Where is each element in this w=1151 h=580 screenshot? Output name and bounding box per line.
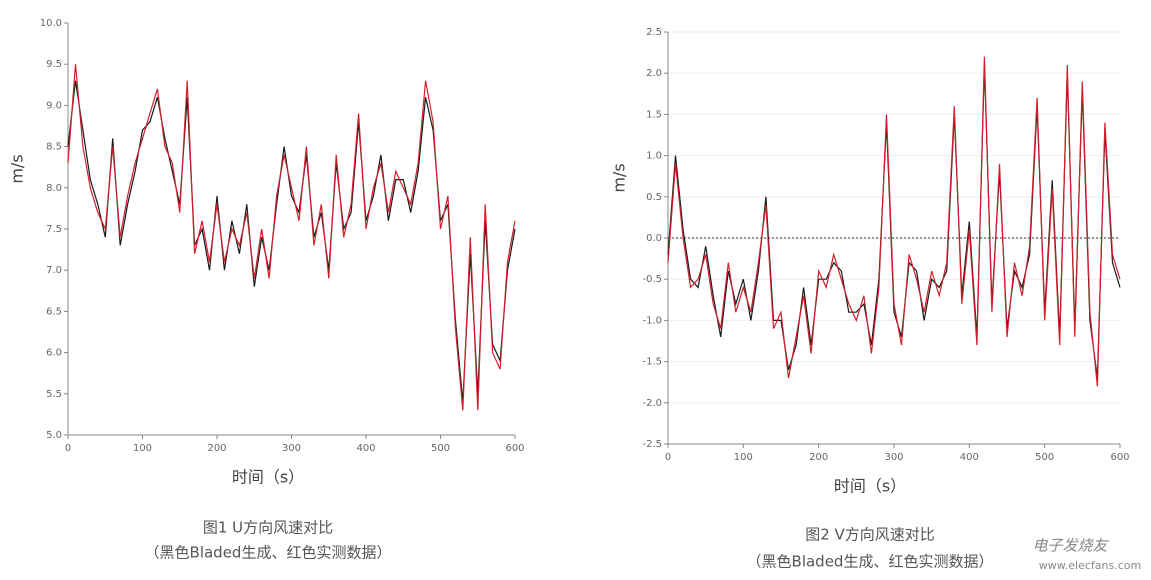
- x-tick-label: 300: [282, 443, 301, 454]
- x-tick-label: 100: [734, 452, 753, 463]
- y-tick-label: -2.0: [642, 398, 662, 409]
- series-line: [667, 64, 1121, 379]
- x-tick-label: 400: [356, 443, 375, 454]
- y-tick-label: 2.0: [646, 68, 662, 79]
- x-tick-label: 500: [431, 443, 450, 454]
- y-tick-label: -1.5: [642, 357, 662, 368]
- x-tick-label: 100: [133, 443, 152, 454]
- x-tick-label: 500: [1035, 452, 1054, 463]
- x-tick-label: 600: [505, 443, 524, 454]
- y-tick-label: 9.5: [46, 59, 62, 70]
- x-axis-label: 时间（s）: [232, 468, 304, 487]
- caption: 图2 V方向风速对比: [805, 526, 935, 544]
- y-tick-label: 10.0: [40, 18, 62, 29]
- y-tick-label: 8.5: [46, 142, 62, 153]
- y-axis-label: m/s: [8, 154, 27, 183]
- y-tick-label: -1.0: [642, 315, 662, 326]
- y-tick-label: 6.0: [46, 348, 62, 359]
- watermark-url: www.elecfans.com: [1039, 559, 1141, 572]
- x-tick-label: 600: [1110, 452, 1129, 463]
- y-tick-label: 6.5: [46, 306, 62, 317]
- x-axis-label: 时间（s）: [834, 477, 906, 496]
- caption: 图1 U方向风速对比: [203, 519, 333, 537]
- caption: （黑色Bladed生成、红色实测数据）: [145, 544, 392, 562]
- x-tick-label: 0: [665, 452, 671, 463]
- x-tick-label: 0: [65, 443, 71, 454]
- caption: （黑色Bladed生成、红色实测数据）: [747, 553, 994, 571]
- series-line: [667, 56, 1121, 387]
- y-tick-label: 2.5: [646, 27, 662, 38]
- y-tick-label: 1.5: [646, 109, 662, 120]
- y-tick-label: 5.0: [46, 430, 62, 441]
- y-tick-label: 9.0: [46, 100, 62, 111]
- y-tick-label: 1.0: [646, 151, 662, 162]
- y-tick-label: 0.5: [646, 192, 662, 203]
- x-tick-label: 200: [809, 452, 828, 463]
- y-tick-label: -0.5: [642, 274, 662, 285]
- y-tick-label: 7.5: [46, 224, 62, 235]
- y-tick-label: 0.0: [646, 233, 662, 244]
- watermark: 电子发烧友: [1032, 537, 1109, 555]
- y-tick-label: 7.0: [46, 265, 62, 276]
- y-axis-label: m/s: [610, 163, 629, 192]
- y-tick-label: 5.5: [46, 389, 62, 400]
- y-tick-label: -2.5: [642, 439, 662, 450]
- y-tick-label: 8.0: [46, 183, 62, 194]
- x-tick-label: 200: [207, 443, 226, 454]
- series-line: [67, 64, 516, 411]
- x-tick-label: 400: [960, 452, 979, 463]
- x-tick-label: 300: [884, 452, 903, 463]
- series-line: [67, 80, 516, 403]
